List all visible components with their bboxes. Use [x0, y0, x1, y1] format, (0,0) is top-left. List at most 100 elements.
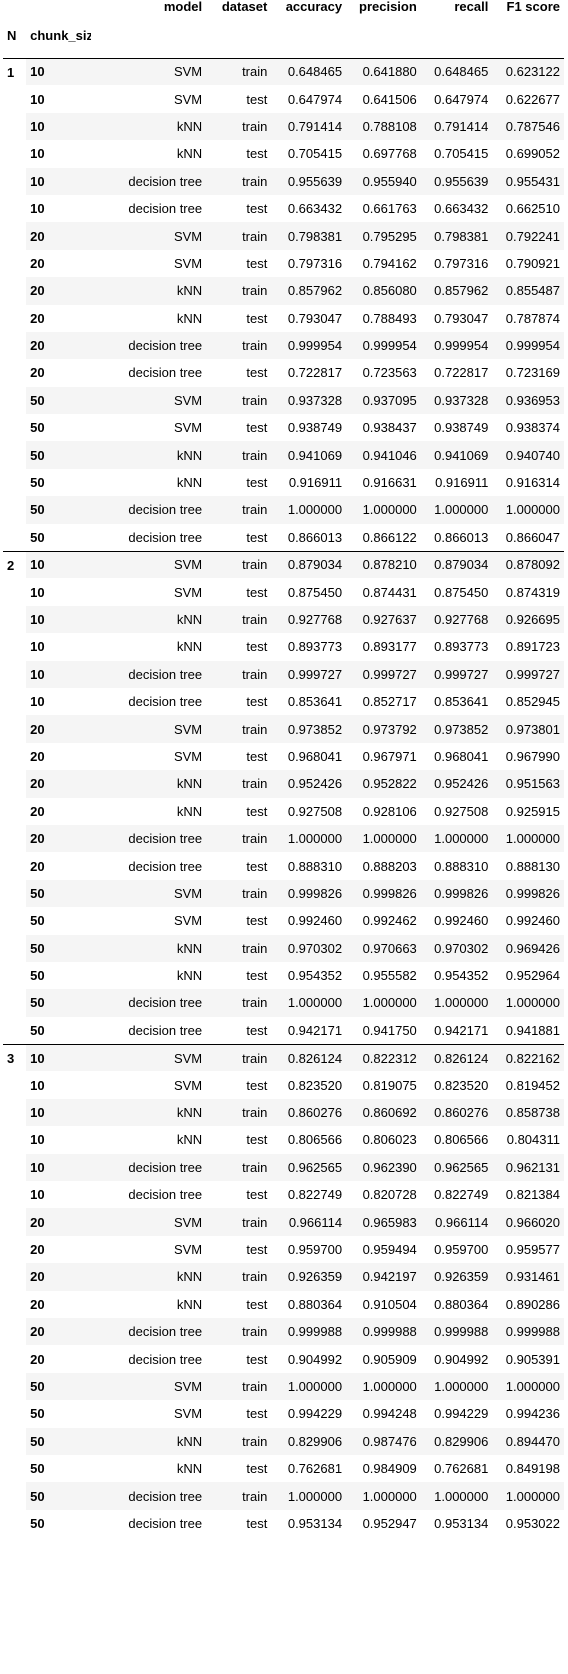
precision-cell: 0.973792	[346, 715, 421, 743]
accuracy-cell: 0.791414	[271, 112, 347, 141]
accuracy-cell: 1.000000	[271, 824, 347, 853]
chunk-cell: 20	[26, 742, 92, 771]
accuracy-cell: 0.952426	[271, 770, 347, 798]
table-row: 20 kNN train 0.952426 0.952822 0.952426 0.9515…	[3, 770, 564, 798]
table-row: 50 decision tree test 0.942171 0.941750 0.942…	[3, 1016, 564, 1045]
dataset-cell: train	[206, 934, 272, 962]
accuracy-cell: 0.798381	[271, 222, 347, 250]
accuracy-cell: 0.826124	[271, 1043, 347, 1072]
table-header: model dataset accuracy precision recall …	[3, 0, 564, 59]
accuracy-cell: 0.994229	[271, 1400, 347, 1428]
chunk-cell: 20	[26, 824, 92, 853]
chunk-cell: 50	[26, 907, 92, 935]
model-cell: kNN	[91, 934, 207, 962]
model-cell: SVM	[91, 249, 207, 278]
model-cell: kNN	[91, 441, 207, 469]
model-cell: decision tree	[91, 194, 207, 223]
dataset-cell: train	[206, 1153, 272, 1182]
model-cell: kNN	[91, 1098, 207, 1127]
f1-cell: 0.878092	[492, 550, 564, 579]
accuracy-cell: 1.000000	[271, 1372, 347, 1401]
table-row: 50 SVM train 0.937328 0.937095 0.937328 0.9369…	[3, 386, 564, 415]
f1-cell: 0.931461	[492, 1263, 564, 1291]
precision-cell: 0.965983	[346, 1208, 421, 1236]
model-cell: SVM	[91, 715, 207, 743]
model-cell: decision tree	[91, 359, 207, 387]
dataset-cell: train	[206, 1098, 272, 1127]
precision-cell: 0.999954	[346, 331, 421, 360]
f1-cell: 0.953022	[492, 1509, 564, 1538]
accuracy-cell: 0.823520	[271, 1071, 347, 1099]
chunk-cell: 10	[26, 1126, 92, 1154]
f1-cell: 0.992460	[492, 907, 564, 935]
table-row: 50 SVM train 1.000000 1.000000 1.000000 1.0000…	[3, 1372, 564, 1401]
index-header-row: N chunk_size	[3, 14, 564, 59]
precision-cell: 0.661763	[346, 194, 421, 223]
table-row: 20 decision tree test 0.904992 0.905909 0.904…	[3, 1345, 564, 1373]
f1-cell: 0.787874	[492, 304, 564, 332]
dataset-cell: test	[206, 1235, 272, 1264]
dataset-cell: test	[206, 797, 272, 825]
chunk-cell: 50	[26, 961, 92, 990]
precision-cell: 0.937095	[346, 386, 421, 415]
dataset-cell: train	[206, 550, 272, 579]
recall-cell: 0.866013	[420, 523, 493, 552]
f1-cell: 0.787546	[492, 112, 564, 141]
recall-cell: 0.791414	[420, 112, 493, 141]
precision-cell: 0.795295	[346, 222, 421, 250]
header-model: model	[163, 0, 203, 14]
chunk-cell: 50	[26, 1454, 92, 1483]
dataset-cell: test	[206, 1126, 272, 1154]
chunk-cell: 10	[26, 633, 92, 661]
recall-cell: 0.994229	[420, 1400, 493, 1428]
recall-cell: 0.798381	[420, 222, 493, 250]
chunk-cell: 20	[26, 770, 92, 798]
f1-cell: 0.999826	[492, 879, 564, 908]
chunk-cell: 20	[26, 1263, 92, 1291]
chunk-cell: 10	[26, 660, 92, 688]
dataset-cell: train	[206, 1482, 272, 1510]
table-row: 50 decision tree test 0.953134 0.952947 0.953…	[3, 1509, 564, 1538]
precision-cell: 0.999826	[346, 879, 421, 908]
dataset-cell: train	[206, 605, 272, 634]
precision-cell: 0.999727	[346, 660, 421, 688]
model-cell: decision tree	[91, 1509, 207, 1538]
f1-cell: 0.966020	[492, 1208, 564, 1236]
precision-cell: 0.852717	[346, 687, 421, 716]
precision-cell: 0.910504	[346, 1290, 421, 1318]
model-cell: kNN	[91, 797, 207, 825]
f1-cell: 0.916314	[492, 468, 564, 497]
recall-cell: 0.893773	[420, 633, 493, 661]
dataset-cell: test	[206, 359, 272, 387]
chunk-cell: 20	[26, 1290, 92, 1318]
f1-cell: 0.999727	[492, 660, 564, 688]
table-row: 20 kNN train 0.857962 0.856080 0.857962 0.8554…	[3, 277, 564, 305]
dataset-cell: test	[206, 85, 272, 113]
recall-cell: 0.916911	[420, 468, 493, 497]
table-row: 20 SVM test 0.959700 0.959494 0.959700 0.95957…	[3, 1235, 564, 1264]
precision-cell: 0.641880	[346, 58, 421, 86]
model-cell: SVM	[91, 414, 207, 442]
header-blank	[3, 0, 26, 14]
chunk-cell: 20	[26, 359, 92, 387]
table-row: 20 decision tree train 0.999988 0.999988 0.99…	[3, 1317, 564, 1346]
chunk-cell: 10	[26, 140, 92, 168]
table-row: 20 SVM train 0.798381 0.795295 0.798381 0.7922…	[3, 222, 564, 250]
accuracy-cell: 0.879034	[271, 550, 347, 579]
dataset-cell: test	[206, 523, 272, 552]
model-cell: SVM	[91, 578, 207, 606]
accuracy-cell: 0.999988	[271, 1317, 347, 1346]
recall-cell: 0.829906	[420, 1427, 493, 1455]
dataset-cell: train	[206, 331, 272, 360]
accuracy-cell: 0.829906	[271, 1427, 347, 1455]
accuracy-cell: 0.860276	[271, 1098, 347, 1127]
precision-cell: 0.893177	[346, 633, 421, 661]
table-row: 50 SVM test 0.994229 0.994248 0.994229 0.99423…	[3, 1400, 564, 1428]
dataset-cell: train	[206, 386, 272, 415]
model-cell: SVM	[91, 550, 207, 579]
f1-cell: 0.662510	[492, 194, 564, 223]
accuracy-cell: 0.853641	[271, 687, 347, 716]
model-cell: kNN	[91, 605, 207, 634]
accuracy-cell: 0.722817	[271, 359, 347, 387]
table-row: 50 SVM train 0.999826 0.999826 0.999826 0.9998…	[3, 879, 564, 908]
